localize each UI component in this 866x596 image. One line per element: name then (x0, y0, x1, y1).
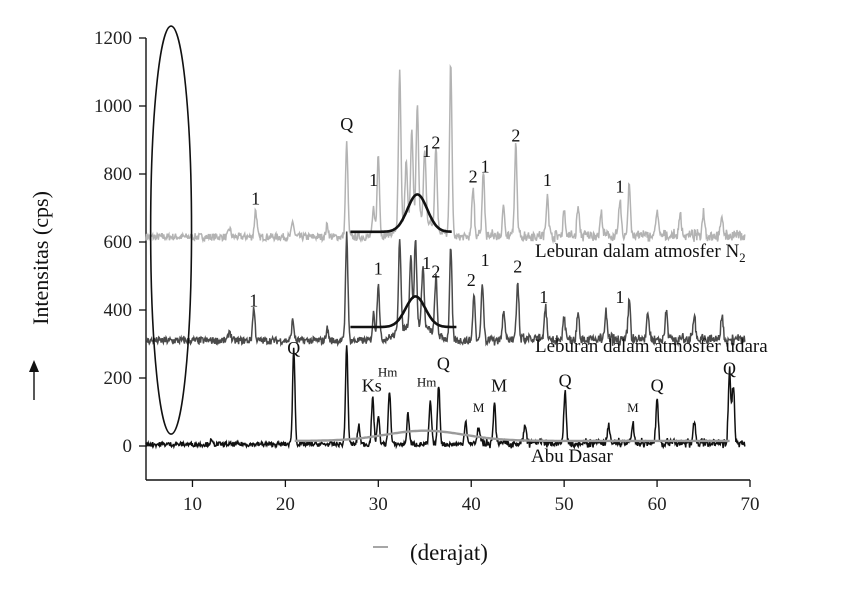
peak-label: Q (437, 354, 450, 374)
highlight-ellipse (149, 25, 193, 435)
series-label-udara: Leburan dalam atmosfer udara (535, 336, 768, 357)
peak-label: Q (287, 338, 300, 358)
peak-label: 1 (251, 189, 260, 209)
peak-label: 1 (615, 177, 624, 197)
peak-label: 1 (615, 287, 624, 307)
peak-label: Q (559, 371, 572, 391)
peak-label: Ks (362, 376, 382, 396)
peak-label: 1 (374, 258, 383, 278)
peak-label: 2 (513, 257, 522, 277)
axes (145, 38, 750, 481)
series-label-n2-subscript: 2 (739, 250, 746, 265)
peak-label: 2 (431, 262, 440, 282)
x-tick-label: 40 (462, 494, 481, 515)
x-axis-title: (derajat) (373, 540, 488, 565)
series-line-n2 (145, 64, 746, 245)
peak-label: 2 (469, 167, 478, 187)
x-axis-label: (derajat) (410, 540, 488, 565)
peak-label: 2 (431, 133, 440, 153)
peak-label: Hm (378, 364, 398, 379)
x-tick-label: 30 (369, 494, 388, 515)
y-tick-label: 1000 (94, 96, 132, 117)
y-tick-label: 200 (104, 368, 133, 389)
background-curve (294, 429, 730, 443)
x-tick-label: 70 (741, 494, 760, 515)
peak-label: 1 (422, 253, 431, 273)
peak-label: 2 (511, 126, 520, 146)
peak-label: 2 (467, 270, 476, 290)
series-label-n2-text: Leburan dalam atmosfer N (535, 241, 739, 262)
peak-label: Q (723, 359, 736, 379)
series-line-abu-dasar (145, 345, 746, 450)
peak-label: Q (340, 114, 353, 134)
tick-group: 10 20 30 40 50 60 70 0 200 400 600 800 1000 1200 (94, 28, 760, 515)
peak-label: M (473, 400, 485, 415)
y-axis-label: Intensitas (cps) (28, 191, 53, 325)
peak-label: 1 (539, 287, 548, 307)
amorphous-hump-curve (350, 193, 452, 234)
y-axis-arrow (29, 360, 39, 400)
series-layer (145, 64, 746, 450)
peak-label: 1 (422, 141, 431, 161)
amorphous-hump-curve (350, 295, 457, 329)
y-tick-label: 0 (123, 436, 133, 457)
y-tick-label: 1200 (94, 28, 132, 49)
y-axis-title: Intensitas (cps) (28, 191, 53, 325)
series-label-abu-dasar: Abu Dasar (531, 446, 613, 467)
y-tick-label: 800 (104, 164, 133, 185)
y-tick-label: 400 (104, 300, 133, 321)
series-label-n2: Leburan dalam atmosfer N2 (535, 241, 746, 265)
peak-label: 1 (543, 170, 552, 190)
x-tick-label: 60 (648, 494, 667, 515)
peak-label: Hm (417, 375, 437, 390)
peak-label: 1 (369, 170, 378, 190)
peak-label: Q (651, 376, 664, 396)
x-tick-label: 20 (276, 494, 295, 515)
peak-label: M (491, 376, 507, 396)
peak-label: 1 (481, 156, 490, 176)
peak-label: 1 (481, 250, 490, 270)
series-line-udara (145, 231, 746, 348)
peak-label: M (627, 400, 639, 415)
y-tick-label: 600 (104, 232, 133, 253)
peak-label: 1 (249, 291, 258, 311)
x-tick-label: 10 (183, 494, 202, 515)
x-tick-label: 50 (555, 494, 574, 515)
